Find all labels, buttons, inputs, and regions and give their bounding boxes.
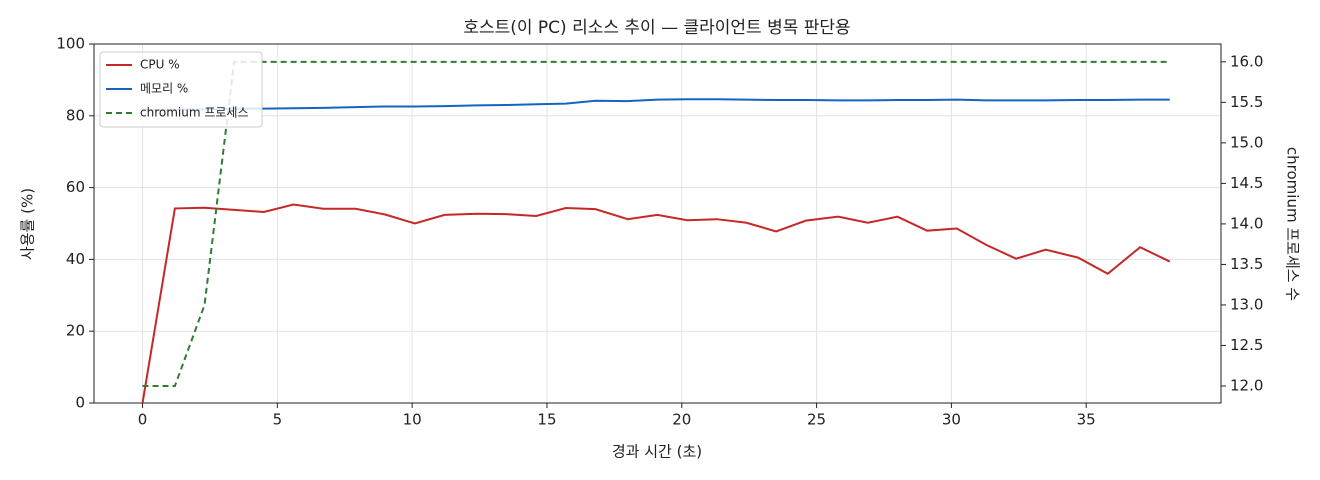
x-tick-label: 30 [942,411,961,429]
y2-tick-label: 13.5 [1230,255,1263,273]
x-tick-label: 20 [672,411,691,429]
y2-tick-label: 12.0 [1230,376,1263,394]
y2-tick-label: 14.0 [1230,214,1263,232]
y2-axis-label: chromium 프로세스 수 [1284,147,1302,301]
x-tick-label: 5 [273,411,283,429]
series-line [142,98,1170,112]
y-tick-label: 20 [66,322,85,340]
x-tick-label: 25 [807,411,826,429]
series-line [141,203,1171,404]
legend: CPU % 메모리 % chromium 프로세스 [99,51,263,128]
plot-frame [93,43,1222,404]
y-tick-label: 80 [66,106,85,124]
series-line [142,60,1170,387]
x-tick-label: 0 [138,411,148,429]
legend-label: 메모리 % [140,82,188,96]
y-tick-label: 60 [66,178,85,196]
x-axis-label: 경과 시간 (초) [612,443,702,461]
y-axis-label: 사용률 (%) [19,188,37,260]
x-tick-label: 15 [537,411,556,429]
y2-tick-label: 12.5 [1230,336,1263,354]
x-tick-label: 35 [1077,411,1096,429]
legend-label: chromium 프로세스 [140,106,249,120]
x-tick-label: 10 [403,411,422,429]
y-tick-label: 40 [66,250,85,268]
y2-tick-label: 13.0 [1230,295,1263,313]
y2-tick-label: 15.0 [1230,133,1263,151]
chart-title: 호스트(이 PC) 리소스 추이 — 클라이언트 병목 판단용 [463,18,850,38]
y2-tick-label: 16.0 [1230,52,1263,70]
legend-label: CPU % [140,58,180,72]
legend-box [99,51,263,128]
y2-tick-label: 15.5 [1230,93,1263,111]
y-tick-label: 100 [56,35,85,53]
y-tick-label: 0 [75,394,85,412]
y2-tick-label: 14.5 [1230,174,1263,192]
